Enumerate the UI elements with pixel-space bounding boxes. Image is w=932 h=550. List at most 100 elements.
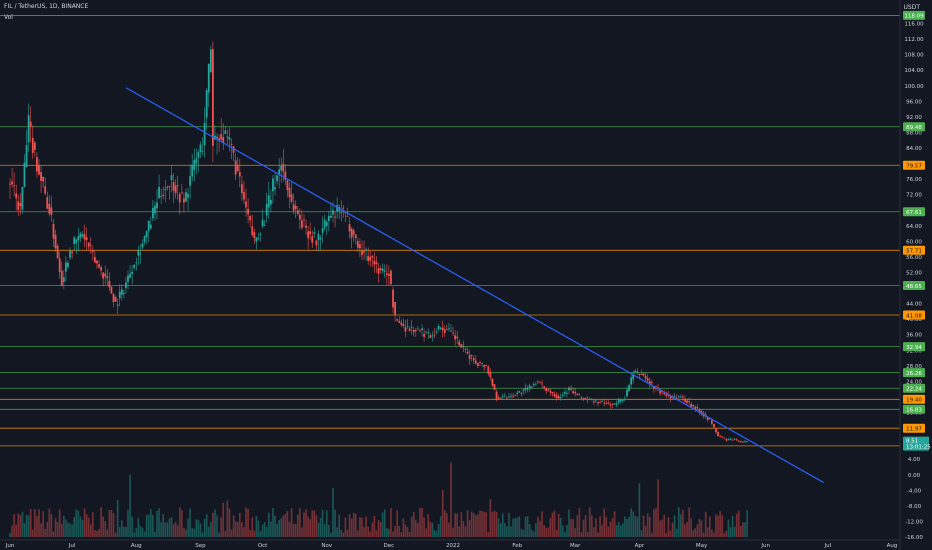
volume-bar [611,518,614,537]
candle-body [102,272,105,279]
price-tick-label: 100.00 [904,84,924,90]
candle-body [713,423,715,428]
candle-body [534,383,537,385]
volume-bar [404,524,407,537]
candle-body [367,255,370,261]
volume-bar [363,527,365,537]
volume-bar [568,509,570,537]
candle-body [240,184,243,194]
volume-bar [143,531,146,537]
volume-bar [415,519,417,537]
volume-bar [348,514,351,537]
level-badge-label: 32.94 [906,345,922,351]
candle-body [151,207,154,219]
candle-body [336,205,339,212]
volume-bar [644,525,647,537]
volume-bar [661,519,663,537]
time-tick-label: May [696,543,708,549]
candle-body [263,224,266,226]
candle-body [236,164,239,172]
candle-body [406,325,409,327]
volume-bar [711,529,713,537]
candle-body [120,289,123,295]
volume-bar [396,510,398,537]
candle-body [574,392,577,394]
volume-bar [110,509,113,537]
volume-bar [323,524,326,537]
candle-body [493,384,496,390]
trendline [125,87,824,484]
volume-bar [69,523,71,537]
volume-bar [71,524,73,537]
volume-bar [21,511,24,537]
candle-body [267,195,270,208]
volume-bar [609,521,612,537]
price-tick-label: 72.00 [906,193,922,199]
volume-bar [742,522,744,537]
volume-bar [181,510,183,537]
time-tick-label: Jun [760,543,770,549]
volume-bar [247,508,249,537]
volume-bar [682,509,684,537]
candle-body [524,387,527,390]
candle-body [100,267,102,271]
volume-bar [112,513,115,537]
candle-body [632,373,635,380]
volume-bar [96,530,98,537]
volume-bar [458,526,461,537]
volume-bar [100,507,102,537]
volume-bar [470,511,473,537]
volume-bar [684,524,686,537]
volume-bar [744,522,746,537]
candle-body [528,385,531,389]
candle-body [253,232,256,239]
volume-bar [410,516,413,537]
volume-bar [406,527,409,537]
volume-bar [626,518,628,537]
volume-bar [311,510,314,537]
volume-bar [624,516,626,537]
candle-body [694,406,697,410]
candle-body [89,244,92,246]
candle-body [508,396,510,398]
current-price-badge [903,436,929,451]
candle-body [166,186,169,188]
volume-bar [274,515,276,537]
volume-bar [735,513,738,537]
candle-body [737,440,740,442]
candle-body [481,362,483,364]
candle-body [371,255,374,258]
volume-bar [270,521,272,537]
candle-body [272,178,274,192]
candle-body [96,260,98,264]
price-tick-label: 112.00 [904,37,924,43]
candle-body [412,329,415,333]
candle-body [563,392,566,394]
volume-bar [224,530,227,537]
candle-body [495,391,498,400]
volume-bar [205,514,208,537]
volume-bar [727,519,730,537]
candle-body [27,115,30,143]
level-badge [903,207,925,217]
candle-body [269,199,272,205]
volume-bar [481,511,483,537]
volume-bar [330,532,332,537]
volume-bar [286,511,289,537]
volume-bar [278,520,280,537]
candle-body [284,171,287,180]
candle-body [499,397,502,399]
candle-body [381,268,384,271]
candle-body [133,264,136,268]
volume-bar [251,517,254,537]
volume-bar [218,532,220,537]
candle-body [474,360,477,364]
candle-body [518,390,521,393]
volume-bar [104,521,107,537]
volume-bar [700,520,703,537]
candle-body [489,371,492,378]
volume-bar [677,507,680,537]
volume-bar [290,508,293,537]
candle-body [21,186,24,210]
